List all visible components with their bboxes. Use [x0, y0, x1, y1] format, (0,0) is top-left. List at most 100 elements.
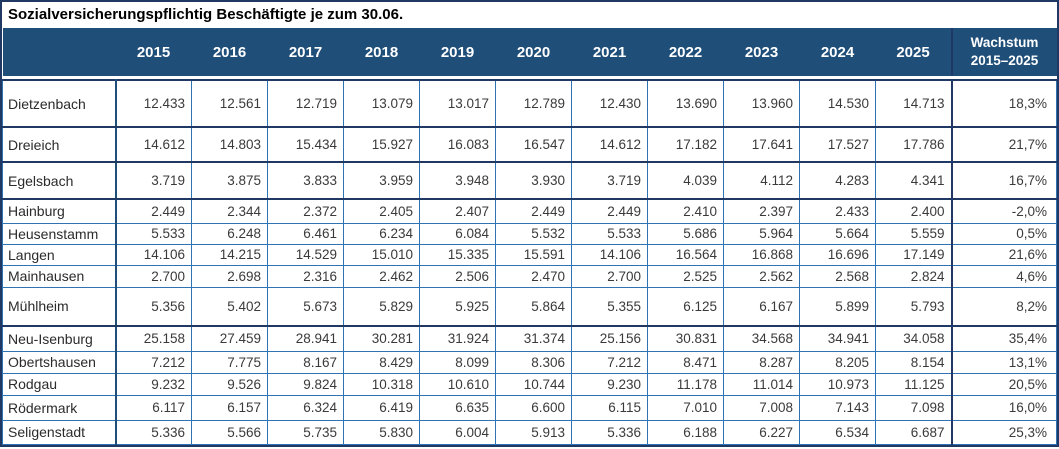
year-header: 2021 [571, 28, 648, 76]
value-cell: 13.690 [647, 79, 724, 128]
value-cell: 15.434 [267, 126, 344, 163]
year-header: 2016 [191, 28, 268, 76]
value-cell: 7.143 [799, 394, 876, 421]
value-cell: 5.830 [343, 419, 420, 445]
value-cell: 14.612 [571, 126, 648, 163]
table-row: Dietzenbach 12.433 12.561 12.719 13.079 13.01… [2, 79, 1057, 128]
value-cell: 5.964 [723, 222, 800, 245]
municipality-label: Seligenstadt [2, 419, 117, 445]
table-row: Hainburg 2.449 2.344 2.372 2.405 2.407 2.449 2.… [2, 198, 1057, 224]
value-cell: 3.719 [115, 161, 192, 200]
value-cell: 5.533 [571, 222, 648, 245]
value-cell: 6.084 [419, 222, 496, 245]
value-cell: 9.232 [115, 372, 192, 396]
municipality-label: Obertshausen [2, 350, 117, 374]
value-cell: 16.868 [723, 243, 800, 266]
value-cell: 11.178 [647, 372, 724, 396]
year-header: 2019 [419, 28, 496, 76]
value-cell: 5.566 [191, 419, 268, 445]
table-row: Langen 14.106 14.215 14.529 15.010 15.335 15.5… [2, 243, 1057, 266]
value-cell: 8.306 [495, 350, 572, 374]
value-cell: 10.610 [419, 372, 496, 396]
value-cell: 2.405 [343, 198, 420, 224]
municipality-label: Rodgau [2, 372, 117, 396]
value-cell: 31.374 [495, 325, 572, 352]
value-cell: 6.234 [343, 222, 420, 245]
value-cell: 5.673 [267, 286, 344, 327]
value-cell: 6.248 [191, 222, 268, 245]
value-cell: 17.182 [647, 126, 724, 163]
value-cell: 7.098 [875, 394, 952, 421]
value-cell: 6.324 [267, 394, 344, 421]
value-cell: 6.461 [267, 222, 344, 245]
value-cell: 5.686 [647, 222, 724, 245]
value-cell: 10.318 [343, 372, 420, 396]
value-cell: 2.372 [267, 198, 344, 224]
table-row: Neu-Isenburg 25.158 27.459 28.941 30.281 31.9… [2, 325, 1057, 352]
value-cell: 2.462 [343, 264, 420, 288]
value-cell: 11.125 [875, 372, 952, 396]
value-cell: 5.735 [267, 419, 344, 445]
value-cell: 2.449 [115, 198, 192, 224]
value-cell: 2.407 [419, 198, 496, 224]
table-row: Rödermark 6.117 6.157 6.324 6.419 6.635 6.600 6… [2, 394, 1057, 421]
value-cell: 17.527 [799, 126, 876, 163]
value-cell: 8.471 [647, 350, 724, 374]
value-cell: 8.154 [875, 350, 952, 374]
value-cell: 9.526 [191, 372, 268, 396]
value-cell: 6.157 [191, 394, 268, 421]
value-cell: 5.864 [495, 286, 572, 327]
value-cell: 6.125 [647, 286, 724, 327]
value-cell: 5.533 [115, 222, 192, 245]
value-cell: 2.506 [419, 264, 496, 288]
municipality-label: Dietzenbach [2, 79, 117, 128]
municipality-label: Dreieich [2, 126, 117, 163]
value-cell: 14.529 [267, 243, 344, 266]
value-cell: 31.924 [419, 325, 496, 352]
value-cell: 10.744 [495, 372, 572, 396]
value-cell: 17.641 [723, 126, 800, 163]
corner-cell [2, 28, 116, 76]
year-header: 2023 [723, 28, 800, 76]
year-header: 2015 [115, 28, 192, 76]
growth-cell: -2,0% [950, 198, 1057, 224]
value-cell: 34.568 [723, 325, 800, 352]
value-cell: 12.719 [267, 79, 344, 128]
value-cell: 8.429 [343, 350, 420, 374]
value-cell: 17.149 [875, 243, 952, 266]
value-cell: 5.355 [571, 286, 648, 327]
value-cell: 27.459 [191, 325, 268, 352]
value-cell: 5.356 [115, 286, 192, 327]
table-row: Dreieich 14.612 14.803 15.434 15.927 16.083 16… [2, 126, 1057, 163]
value-cell: 5.899 [799, 286, 876, 327]
growth-cell: 21,6% [950, 243, 1057, 266]
value-cell: 2.698 [191, 264, 268, 288]
value-cell: 2.568 [799, 264, 876, 288]
value-cell: 4.341 [875, 161, 952, 200]
value-cell: 13.960 [723, 79, 800, 128]
value-cell: 5.793 [875, 286, 952, 327]
header-body-gap [2, 76, 1057, 80]
value-cell: 3.875 [191, 161, 268, 200]
value-cell: 34.058 [875, 325, 952, 352]
table-row: Obertshausen 7.212 7.775 8.167 8.429 8.099 8.3… [2, 350, 1057, 374]
growth-cell: 35,4% [950, 325, 1057, 352]
header-row: 2015 2016 2017 2018 2019 2020 2021 2022 2023 2024… [2, 28, 1057, 76]
value-cell: 2.824 [875, 264, 952, 288]
growth-cell: 20,5% [950, 372, 1057, 396]
value-cell: 7.010 [647, 394, 724, 421]
value-cell: 16.083 [419, 126, 496, 163]
growth-cell: 25,3% [950, 419, 1057, 445]
value-cell: 17.786 [875, 126, 952, 163]
value-cell: 2.316 [267, 264, 344, 288]
value-cell: 5.664 [799, 222, 876, 245]
table-row: Egelsbach 3.719 3.875 3.833 3.959 3.948 3.930 3… [2, 161, 1057, 200]
value-cell: 14.803 [191, 126, 268, 163]
value-cell: 25.156 [571, 325, 648, 352]
value-cell: 2.433 [799, 198, 876, 224]
value-cell: 28.941 [267, 325, 344, 352]
value-cell: 30.281 [343, 325, 420, 352]
value-cell: 2.525 [647, 264, 724, 288]
value-cell: 10.973 [799, 372, 876, 396]
